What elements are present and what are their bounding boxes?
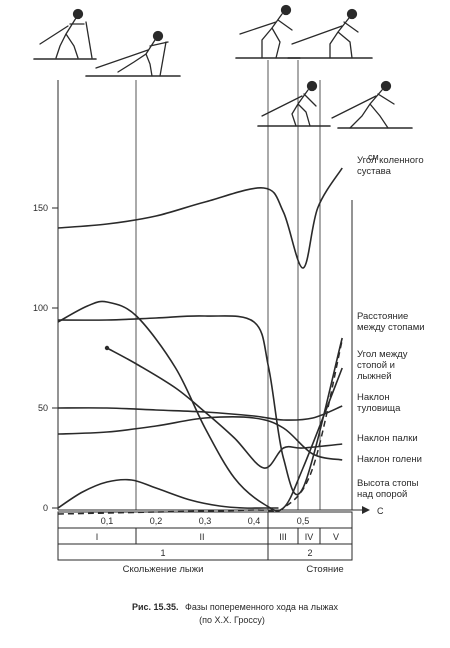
x-axis-arrow	[362, 506, 370, 514]
phase-boundary-lines	[57, 60, 353, 510]
period-label-1: 1	[160, 548, 165, 558]
skier-drawing-6	[331, 80, 413, 129]
x-tick-label: 0,3	[199, 516, 212, 526]
y-tick-label: 50	[38, 403, 48, 413]
skier-illustrations	[33, 4, 413, 129]
series-label: Угол коленного сустава	[357, 155, 424, 177]
skier-drawing-4	[287, 8, 373, 59]
series-label: Наклон туловища	[357, 392, 401, 414]
period-label-2: 2	[307, 548, 312, 558]
series-label: Расстояние между стопами	[357, 311, 425, 333]
x-tick-labels: 0,1 0,2 0,3 0,4 0,5	[101, 516, 310, 526]
x-tick-label: 0,5	[297, 516, 310, 526]
phase-row-2	[57, 543, 353, 561]
chart-axes	[57, 80, 370, 514]
series-line	[57, 339, 343, 515]
skier-drawing-5	[257, 80, 331, 127]
caption-text: Фазы попеременного хода на лыжах	[185, 602, 339, 612]
series-line	[106, 347, 343, 469]
series-line	[57, 478, 279, 509]
series-line	[57, 167, 343, 269]
y-tick-label: 100	[33, 303, 48, 313]
y-tick-label: 0	[43, 503, 48, 513]
series-start-point	[104, 345, 110, 351]
x-tick-label: 0,1	[101, 516, 114, 526]
series-line	[57, 416, 343, 461]
phase-label-iv: IV	[305, 532, 314, 542]
skier-drawing-1	[33, 8, 97, 60]
y-ticks: 150 100 50 0	[33, 203, 58, 513]
y-tick-label: 150	[33, 203, 48, 213]
data-series	[57, 167, 343, 515]
caption-number: Рис. 15.35.	[132, 602, 179, 612]
series-label: Наклон палки	[357, 433, 418, 444]
series-labels: Угол коленного сустава Расстояние между сто…	[357, 155, 425, 500]
x-tick-label: 0,4	[248, 516, 261, 526]
y-unit-label: см	[368, 152, 379, 162]
x-unit-label: С	[377, 506, 384, 516]
gliding-label: Скольжение лыжи	[123, 564, 204, 575]
series-line	[57, 315, 343, 496]
phase-label-ii: II	[199, 532, 204, 542]
x-tick-label: 0,2	[150, 516, 163, 526]
phase-label-v: V	[333, 532, 339, 542]
series-line	[57, 405, 343, 421]
series-label: Высота стопы над опорой	[357, 478, 419, 500]
caption-source: (по Х.Х. Гроссу)	[199, 615, 265, 625]
series-label: Угол между стопой и лыжней	[357, 349, 408, 382]
phase-label-i: I	[96, 532, 99, 542]
series-label: Наклон голени	[357, 454, 422, 465]
phase-table	[57, 511, 353, 561]
skier-drawing-2	[85, 30, 181, 77]
figure-caption: Рис. 15.35. Фазы попеременного хода на л…	[132, 602, 339, 612]
phase-label-iii: III	[279, 532, 287, 542]
skier-drawing-3	[235, 4, 301, 59]
series-line	[57, 300, 343, 512]
standing-label: Стояние	[306, 564, 343, 575]
